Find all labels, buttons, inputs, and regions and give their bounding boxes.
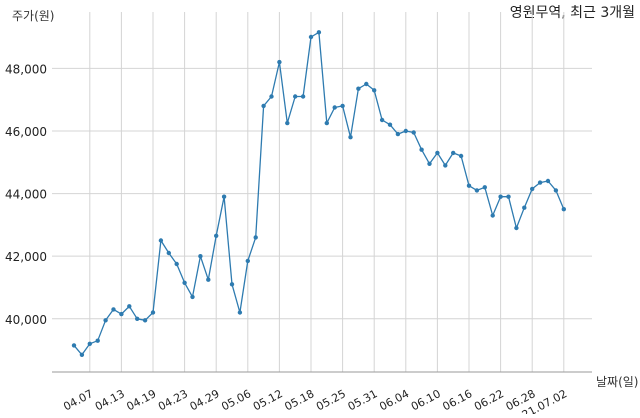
data-point — [79, 352, 85, 357]
y-axis-label: 주가(원) — [12, 9, 54, 23]
data-point — [166, 250, 171, 256]
x-tick-label: 04.19 — [124, 387, 158, 413]
x-tick-label: 04.07 — [61, 387, 95, 413]
data-point — [561, 207, 566, 212]
data-point — [372, 88, 377, 93]
data-point — [419, 147, 424, 152]
data-point — [435, 150, 440, 156]
data-point — [221, 194, 227, 199]
x-tick-label: 04.23 — [156, 387, 190, 413]
y-axis-ticks: 40,000 42,000 44,000 46,000 48,000 — [5, 62, 47, 326]
data-point — [119, 311, 124, 317]
data-point — [498, 194, 503, 199]
data-point — [443, 163, 448, 168]
data-point — [158, 238, 164, 243]
data-point — [190, 294, 195, 300]
data-point — [514, 225, 519, 231]
data-point — [522, 205, 527, 210]
data-point — [229, 282, 235, 287]
data-point — [530, 186, 535, 192]
x-tick-label: 05.12 — [251, 387, 285, 413]
data-point — [135, 316, 140, 321]
data-point — [71, 343, 77, 348]
data-point — [285, 120, 290, 126]
data-point — [537, 180, 543, 185]
y-tick-label: 40,000 — [5, 313, 47, 327]
y-tick-label: 42,000 — [5, 250, 47, 264]
data-point — [340, 103, 345, 109]
data-point — [87, 341, 93, 346]
data-point — [545, 178, 551, 184]
price-series — [71, 30, 566, 357]
x-tick-label: 04.29 — [188, 387, 222, 413]
data-point — [466, 183, 472, 188]
data-point — [490, 213, 495, 218]
data-point — [451, 150, 456, 156]
x-tick-label: 05.18 — [282, 387, 316, 413]
data-point — [206, 277, 211, 282]
data-point — [308, 34, 314, 40]
x-tick-label: 04.13 — [93, 387, 127, 413]
data-point — [142, 318, 148, 323]
x-axis-label: 날짜(일) — [596, 375, 638, 389]
data-point — [95, 338, 100, 343]
x-tick-label: 05.31 — [346, 387, 380, 413]
data-point — [293, 94, 298, 99]
data-point — [474, 188, 480, 193]
x-tick-label: 06.10 — [409, 387, 443, 413]
data-point — [316, 30, 322, 35]
data-point — [261, 103, 266, 109]
data-point — [395, 131, 401, 137]
data-point — [269, 94, 274, 99]
data-point — [324, 120, 329, 126]
data-point — [253, 235, 258, 240]
data-point — [348, 135, 353, 140]
data-point — [332, 105, 337, 110]
data-point — [214, 233, 219, 238]
x-tick-label: 06.22 — [472, 387, 506, 413]
data-point — [245, 258, 250, 264]
y-tick-label: 48,000 — [5, 62, 47, 76]
data-point — [387, 122, 393, 127]
x-tick-label: 05.25 — [314, 387, 348, 413]
data-point — [198, 254, 203, 259]
data-point — [411, 130, 416, 135]
y-tick-label: 44,000 — [5, 188, 47, 202]
data-point — [427, 161, 432, 166]
data-point — [482, 185, 487, 190]
x-tick-label: 06.16 — [440, 387, 474, 413]
data-point — [379, 117, 385, 123]
data-point — [111, 307, 116, 312]
chart-title: 영원무역, 최근 3개월 — [510, 5, 635, 21]
data-point — [458, 153, 464, 159]
data-point — [103, 318, 108, 323]
data-point — [150, 310, 156, 315]
y-tick-label: 46,000 — [5, 125, 47, 139]
x-tick-label: 06.04 — [377, 387, 411, 413]
data-point — [127, 304, 132, 309]
data-point — [237, 310, 243, 315]
data-point — [403, 128, 408, 134]
data-point — [553, 188, 559, 193]
data-point — [506, 194, 511, 199]
data-point — [356, 86, 361, 91]
data-point — [364, 81, 369, 87]
data-point — [174, 261, 179, 267]
data-point — [277, 59, 282, 65]
data-point — [182, 280, 187, 285]
data-point — [300, 94, 306, 99]
x-axis-ticks: 04.0704.1304.1904.2304.2905.0605.1205.18… — [61, 387, 569, 418]
x-tick-label: 05.06 — [219, 387, 253, 413]
